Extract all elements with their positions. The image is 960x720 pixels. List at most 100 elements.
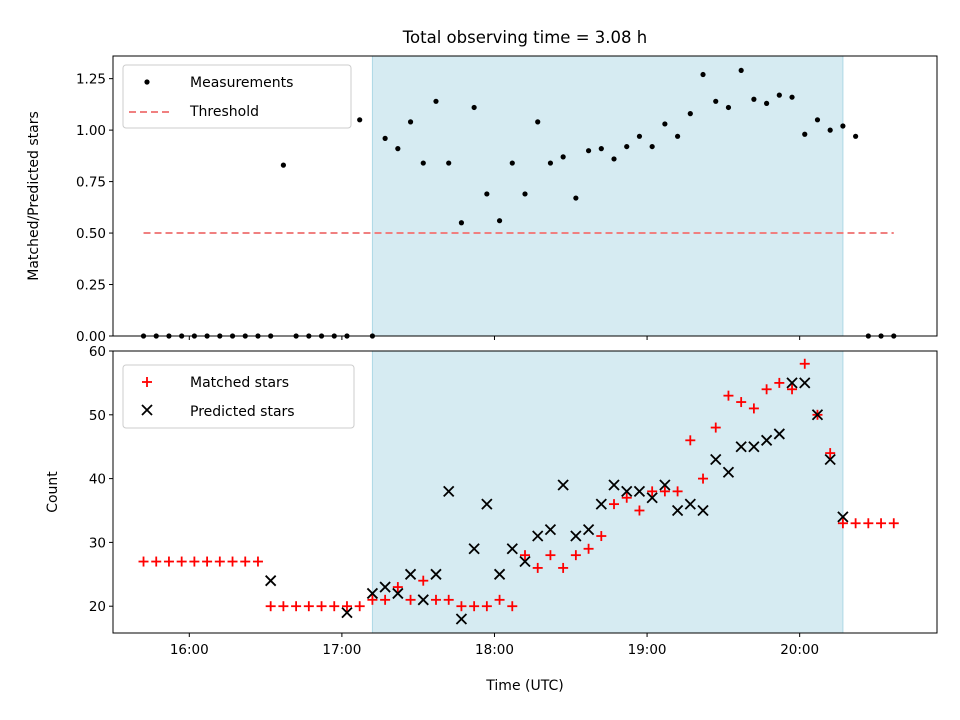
matched-star-point bbox=[621, 492, 632, 503]
matched-star-point bbox=[392, 582, 403, 593]
matched-star-point bbox=[291, 601, 302, 612]
matched-star-point bbox=[520, 550, 530, 561]
matched-star-point bbox=[558, 562, 569, 573]
matched-star-point bbox=[265, 601, 276, 612]
matched-star-point bbox=[825, 448, 836, 459]
predicted-star-point bbox=[735, 441, 747, 453]
top-y-axis-label: Matched/Predicted stars bbox=[26, 111, 42, 281]
top-y-axis: 0.00 0.25 0.50 0.75 1.00 1.25 bbox=[76, 72, 113, 345]
matched-star-point bbox=[647, 486, 658, 497]
measurement-point bbox=[713, 98, 719, 104]
x-tick-label: 18:00 bbox=[475, 642, 514, 658]
predicted-star-point bbox=[837, 511, 849, 523]
matched-star-point bbox=[634, 505, 645, 516]
matched-star-point bbox=[850, 518, 861, 529]
matched-star-point bbox=[672, 486, 683, 497]
predicted-star-point bbox=[633, 485, 646, 497]
legend-predicted-symbol bbox=[141, 404, 153, 416]
measurement-point bbox=[382, 135, 388, 141]
matched-star-point bbox=[214, 556, 225, 567]
predicted-star-point bbox=[824, 453, 836, 466]
measurement-point bbox=[509, 160, 515, 166]
matched-star-point bbox=[787, 384, 798, 395]
predicted-star-point bbox=[544, 524, 557, 536]
measurement-point bbox=[725, 104, 732, 111]
matched-star-point bbox=[316, 601, 327, 612]
measurement-point bbox=[853, 133, 859, 139]
bottom-legend-box bbox=[122, 364, 355, 429]
predicted-star-point bbox=[430, 568, 442, 580]
measurement-point bbox=[636, 133, 643, 139]
predicted-star-point bbox=[379, 581, 391, 593]
predicted-star-point bbox=[506, 543, 518, 555]
predicted-star-point bbox=[265, 575, 277, 587]
legend-threshold-label: Threshold bbox=[189, 104, 259, 120]
y-tick-label: 0.50 bbox=[76, 226, 106, 242]
matched-star-point bbox=[227, 556, 238, 567]
measurement-point bbox=[280, 162, 286, 168]
y-tick-label: 50 bbox=[89, 408, 106, 424]
matched-star-point bbox=[163, 556, 174, 567]
measurement-point bbox=[649, 143, 655, 150]
legend-predicted-label: Predicted stars bbox=[190, 404, 295, 420]
matched-star-point bbox=[507, 601, 518, 612]
matched-star-point bbox=[532, 562, 543, 573]
y-tick-label: 0.75 bbox=[76, 175, 106, 191]
observing-window-shade bbox=[371, 55, 844, 337]
predicted-star-point bbox=[786, 377, 798, 389]
legend-matched-label: Matched stars bbox=[190, 375, 289, 391]
predicted-star-point bbox=[443, 485, 455, 497]
x-axis-label: Time (UTC) bbox=[485, 678, 563, 694]
matched-star-point bbox=[774, 377, 785, 388]
bottom-panel-frame bbox=[112, 350, 938, 634]
matched-star-point bbox=[138, 556, 149, 567]
matched-star-point bbox=[761, 384, 772, 395]
predicted-star-point bbox=[710, 453, 722, 466]
matched-star-point bbox=[430, 594, 441, 605]
measurement-point bbox=[585, 148, 592, 154]
matched-star-point bbox=[329, 601, 340, 612]
y-tick-label: 40 bbox=[89, 472, 106, 488]
measurement-point bbox=[598, 146, 604, 152]
predicted-star-point bbox=[748, 441, 760, 453]
predicted-star-point bbox=[341, 606, 353, 619]
matched-star-point bbox=[142, 377, 152, 387]
predicted-star-point bbox=[621, 485, 633, 497]
measurement-point bbox=[446, 160, 452, 166]
y-tick-label: 20 bbox=[89, 599, 106, 615]
predicted-star-point bbox=[646, 492, 658, 504]
measurement-point bbox=[357, 117, 363, 123]
measurement-point bbox=[573, 195, 579, 201]
measurement-point bbox=[764, 100, 770, 106]
matched-star-point bbox=[748, 403, 759, 414]
matched-star-point bbox=[685, 435, 696, 446]
y-tick-label: 0.00 bbox=[76, 329, 106, 345]
predicted-star-point bbox=[697, 504, 709, 517]
y-tick-label: 60 bbox=[89, 344, 106, 360]
predicted-star-point bbox=[468, 543, 480, 555]
predicted-star-point bbox=[659, 479, 671, 491]
measurement-point bbox=[560, 154, 566, 160]
y-tick-label: 0.25 bbox=[76, 278, 106, 294]
measurement-point bbox=[662, 121, 668, 127]
top-panel-frame bbox=[112, 55, 938, 337]
measurement-point bbox=[789, 94, 795, 100]
x-tick-label: 20:00 bbox=[780, 642, 819, 658]
measurement-point bbox=[700, 71, 706, 78]
x-tick-label: 17:00 bbox=[322, 642, 361, 658]
measurement-point bbox=[814, 117, 821, 123]
measurement-point bbox=[496, 218, 503, 224]
measurement-point bbox=[611, 156, 617, 162]
matched-star-point bbox=[202, 556, 213, 567]
measurement-point bbox=[522, 191, 528, 197]
matched-star-point bbox=[837, 518, 848, 529]
matched-star-point bbox=[698, 473, 709, 484]
y-tick-label: 30 bbox=[89, 535, 106, 551]
bottom-y-axis: 20 30 40 50 60 bbox=[89, 344, 113, 615]
matched-star-point bbox=[367, 594, 378, 605]
measurement-point bbox=[420, 160, 426, 166]
predicted-star-point bbox=[608, 479, 620, 491]
measurement-point bbox=[776, 92, 782, 98]
measurement-point bbox=[840, 123, 846, 129]
